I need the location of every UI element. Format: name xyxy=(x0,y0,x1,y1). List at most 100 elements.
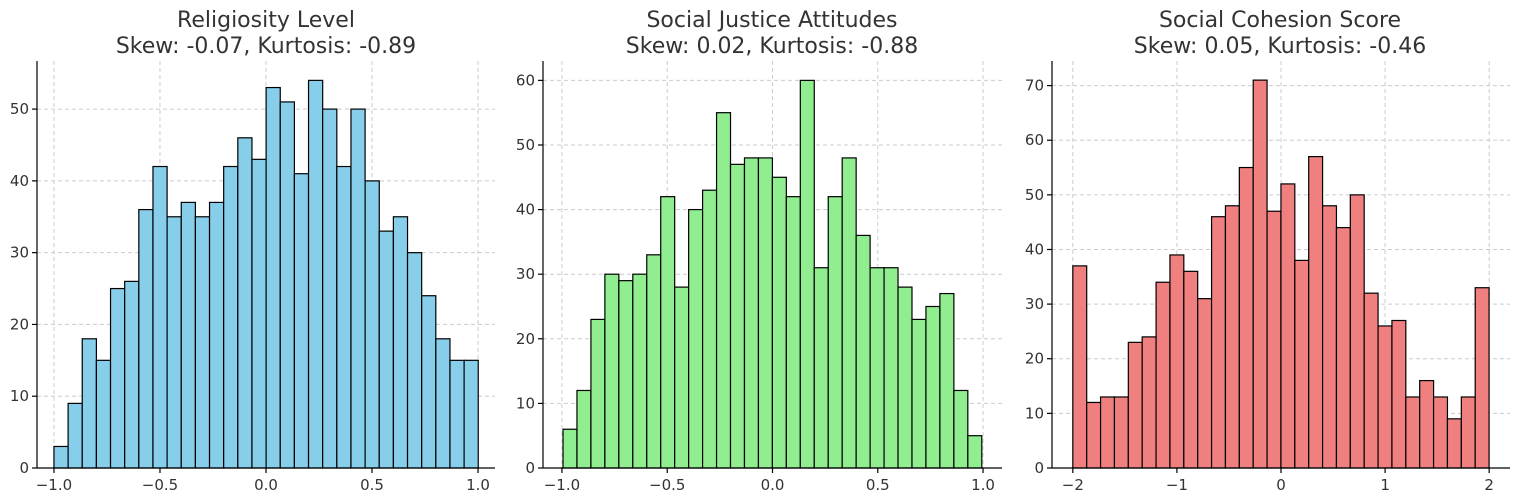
social-cohesion-bar xyxy=(1363,292,1379,469)
social-justice-bar xyxy=(757,157,773,469)
social-cohesion-histogram-panel: Social Cohesion Score Skew: 0.05, Kurtos… xyxy=(1025,8,1510,494)
social-justice-y-tick-label: 40 xyxy=(516,201,535,219)
religiosity-plot-area: −1.0 −0.5 0.0 0.5 1.0 0 10 20 30 40 50 xyxy=(10,61,495,494)
social-justice-bar xyxy=(674,286,690,469)
social-cohesion-bar xyxy=(1099,396,1116,469)
social-cohesion-x-tick-label: 2 xyxy=(1484,476,1494,494)
religiosity-y-tick-label: 10 xyxy=(10,387,29,405)
social-justice-bar xyxy=(911,318,927,469)
social-justice-bar xyxy=(771,176,787,469)
social-cohesion-bar xyxy=(1197,298,1213,469)
social-cohesion-x-tick-label: −1 xyxy=(1166,476,1188,494)
social-cohesion-bar xyxy=(1127,341,1143,469)
religiosity-x-tick-label: 0.5 xyxy=(360,476,384,494)
religiosity-bar xyxy=(322,108,338,469)
social-cohesion-y-tick-label: 20 xyxy=(1025,350,1044,368)
social-cohesion-bar xyxy=(1460,396,1476,469)
religiosity-bar xyxy=(180,201,196,469)
religiosity-bar xyxy=(237,137,253,469)
social-justice-bar xyxy=(785,196,801,469)
social-cohesion-bar xyxy=(1210,216,1227,469)
social-cohesion-bar xyxy=(1086,401,1102,469)
religiosity-y-tick-label: 20 xyxy=(10,315,29,333)
religiosity-bar xyxy=(81,338,97,469)
religiosity-bar xyxy=(208,201,225,469)
social-cohesion-bar xyxy=(1252,79,1268,469)
social-justice-histogram-panel: Social Justice Attitudes Skew: 0.02, Kur… xyxy=(516,8,1002,494)
social-cohesion-bar xyxy=(1224,205,1240,469)
social-justice-bar xyxy=(799,79,815,469)
social-justice-y-tick-label: 10 xyxy=(516,394,535,412)
social-cohesion-x-tick-label: 1 xyxy=(1380,476,1390,494)
social-cohesion-bar xyxy=(1391,319,1407,469)
social-justice-subtitle: Skew: 0.02, Kurtosis: -0.88 xyxy=(626,34,918,59)
social-justice-bar xyxy=(646,254,662,469)
social-justice-bar xyxy=(939,292,955,469)
social-justice-bar xyxy=(827,196,843,469)
religiosity-bar xyxy=(392,216,409,469)
social-cohesion-subtitle: Skew: 0.05, Kurtosis: -0.46 xyxy=(1134,34,1426,59)
social-justice-bar xyxy=(660,196,676,469)
religiosity-bar xyxy=(364,180,380,469)
religiosity-bar xyxy=(152,165,168,469)
social-justice-bar xyxy=(701,189,718,469)
religiosity-y-tick-label: 50 xyxy=(10,100,29,118)
social-cohesion-bar xyxy=(1419,379,1435,469)
social-justice-y-tick-label: 0 xyxy=(525,459,535,477)
social-cohesion-y-tick-label: 70 xyxy=(1025,77,1044,95)
religiosity-y-tick-label: 0 xyxy=(19,459,29,477)
social-cohesion-bar xyxy=(1446,418,1462,469)
social-cohesion-bar xyxy=(1072,265,1088,469)
social-justice-y-tick-label: 30 xyxy=(516,265,535,283)
social-cohesion-bar xyxy=(1155,281,1171,469)
social-justice-bar xyxy=(953,389,969,469)
religiosity-x-tick-label: 1.0 xyxy=(466,476,490,494)
religiosity-bar xyxy=(223,165,239,469)
social-justice-bar xyxy=(883,267,899,469)
religiosity-bar xyxy=(435,338,451,469)
religiosity-x-tick-label: −1.0 xyxy=(36,476,72,494)
religiosity-title: Religiosity Level xyxy=(177,8,355,33)
social-justice-plot-area: −1.0 −0.5 0.0 0.5 1.0 0 10 20 30 40 50 60 xyxy=(516,61,1002,494)
religiosity-bar xyxy=(124,280,140,469)
religiosity-bar xyxy=(265,86,281,469)
religiosity-bar xyxy=(251,158,267,469)
social-justice-bar xyxy=(841,157,857,469)
religiosity-bar xyxy=(307,79,324,469)
social-cohesion-title: Social Cohesion Score xyxy=(1159,8,1401,33)
social-justice-x-tick-label: 1.0 xyxy=(971,476,995,494)
social-justice-y-tick-label: 20 xyxy=(516,330,535,348)
religiosity-y-tick-label: 40 xyxy=(10,172,29,190)
social-justice-bar xyxy=(925,305,941,469)
social-justice-bar xyxy=(562,428,578,469)
religiosity-bar xyxy=(194,216,211,469)
social-justice-x-tick-label: −1.0 xyxy=(544,476,580,494)
religiosity-bar xyxy=(67,402,83,469)
religiosity-subtitle: Skew: -0.07, Kurtosis: -0.89 xyxy=(116,34,416,59)
social-justice-bar xyxy=(743,157,760,469)
social-justice-title: Social Justice Attitudes xyxy=(646,8,897,33)
social-cohesion-x-tick-label: −2 xyxy=(1062,476,1084,494)
social-justice-bar xyxy=(729,163,746,469)
social-cohesion-y-tick-label: 10 xyxy=(1025,404,1044,422)
social-justice-x-tick-label: 0.0 xyxy=(761,476,785,494)
social-justice-bar xyxy=(688,208,704,469)
social-cohesion-bar xyxy=(1321,205,1338,469)
social-justice-x-tick-label: −0.5 xyxy=(649,476,685,494)
religiosity-bar xyxy=(95,359,112,469)
social-cohesion-y-tick-label: 50 xyxy=(1025,186,1044,204)
social-cohesion-bar xyxy=(1266,210,1282,469)
religiosity-x-tick-label: −0.5 xyxy=(142,476,178,494)
religiosity-y-tick-label: 30 xyxy=(10,244,29,262)
social-cohesion-bar xyxy=(1335,227,1351,469)
social-justice-bar xyxy=(618,280,634,469)
religiosity-bar xyxy=(449,359,465,469)
social-cohesion-y-tick-label: 60 xyxy=(1025,131,1044,149)
social-cohesion-bar xyxy=(1280,183,1296,469)
religiosity-x-tick-label: 0.0 xyxy=(254,476,278,494)
social-justice-bar xyxy=(604,273,620,469)
social-cohesion-bar xyxy=(1294,259,1310,469)
social-justice-x-tick-label: 0.5 xyxy=(866,476,890,494)
